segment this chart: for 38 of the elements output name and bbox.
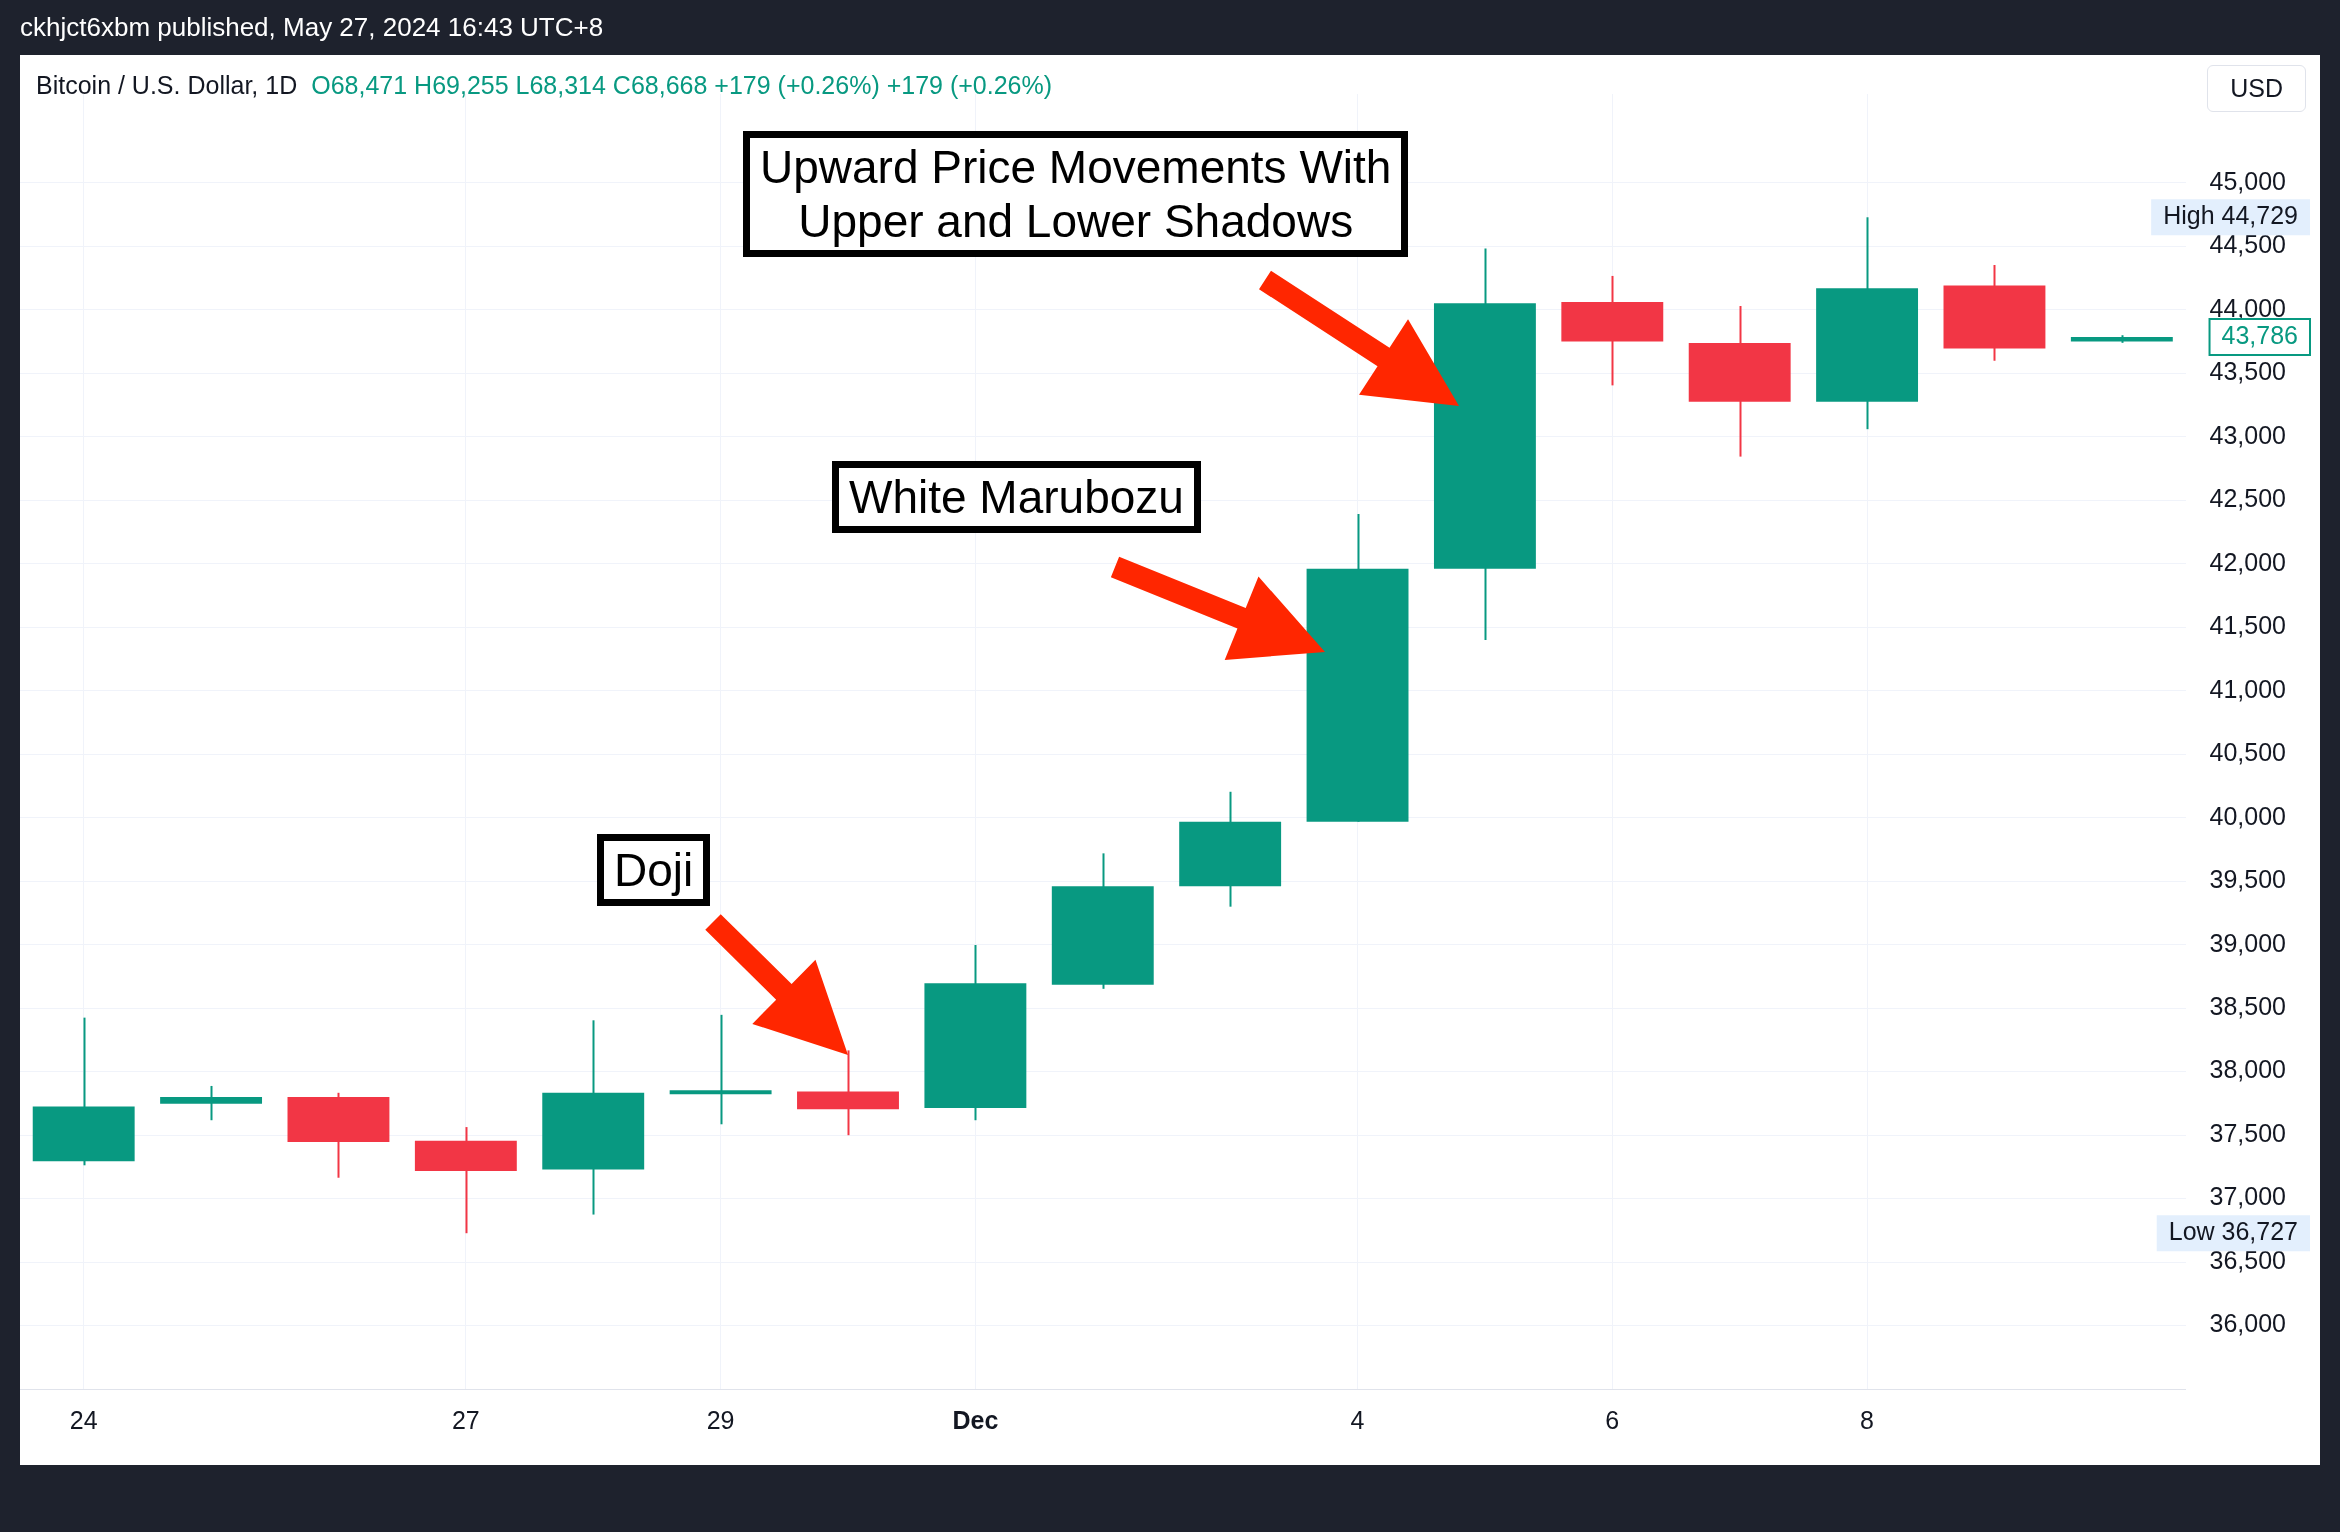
y-tick-label: 44,500: [2209, 230, 2286, 259]
y-tick-label: 40,500: [2209, 738, 2286, 767]
y-tick-label: 42,000: [2209, 547, 2286, 576]
x-tick-label: 24: [69, 1405, 98, 1434]
text: 43,786: [2221, 320, 2298, 349]
text: ckhjct6xbm published, May 27, 2024 16:43 UTC+8: [20, 12, 604, 43]
chart-title: Bitcoin / U.S. Dollar, 1D: [36, 71, 298, 99]
y-tick-label: 39,500: [2209, 865, 2286, 894]
x-tick-label: 29: [706, 1405, 735, 1434]
y-tick-label: 38,000: [2209, 1055, 2286, 1084]
x-tick-label: Dec: [952, 1405, 999, 1434]
annotation: White Marubozu: [832, 461, 1201, 533]
annotation: High 44,729: [2163, 201, 2298, 230]
x-tick-label: 27: [451, 1405, 480, 1434]
y-tick-label: 44,000: [2209, 293, 2286, 322]
chart-subtitle: O68,471 H69,255 L68,314 C68,668 +179 (+0.26%) +179 (+0.26%): [311, 71, 1053, 99]
y-tick-label: 43,000: [2209, 420, 2286, 449]
candlestick: [160, 1084, 263, 1122]
candlestick: [669, 1013, 772, 1126]
annotation: Low 36,727: [2168, 1217, 2299, 1246]
x-tick-label: 6: [1605, 1405, 1620, 1434]
y-tick-label: 38,500: [2209, 992, 2286, 1021]
y-tick-label: 41,000: [2209, 674, 2286, 703]
y-tick-label: 45,000: [2209, 166, 2286, 195]
annotation: Upward Price Movements With Upper and Lower Shadows: [743, 131, 1409, 257]
y-tick-label: 42,500: [2209, 484, 2286, 513]
y-tick-label: 36,500: [2209, 1245, 2286, 1274]
text: USD: [2207, 65, 2306, 112]
y-tick-label: 41,500: [2209, 611, 2286, 640]
y-tick-label: 39,000: [2209, 928, 2286, 957]
y-tick-label: 36,000: [2209, 1309, 2286, 1338]
y-tick-label: 40,000: [2209, 801, 2286, 830]
annotation: Doji: [597, 834, 711, 906]
y-tick-label: 37,500: [2209, 1118, 2286, 1147]
y-tick-label: 37,000: [2209, 1182, 2286, 1211]
x-tick-label: 4: [1350, 1405, 1365, 1434]
x-tick-label: 8: [1860, 1405, 1875, 1434]
y-tick-label: 43,500: [2209, 357, 2286, 386]
